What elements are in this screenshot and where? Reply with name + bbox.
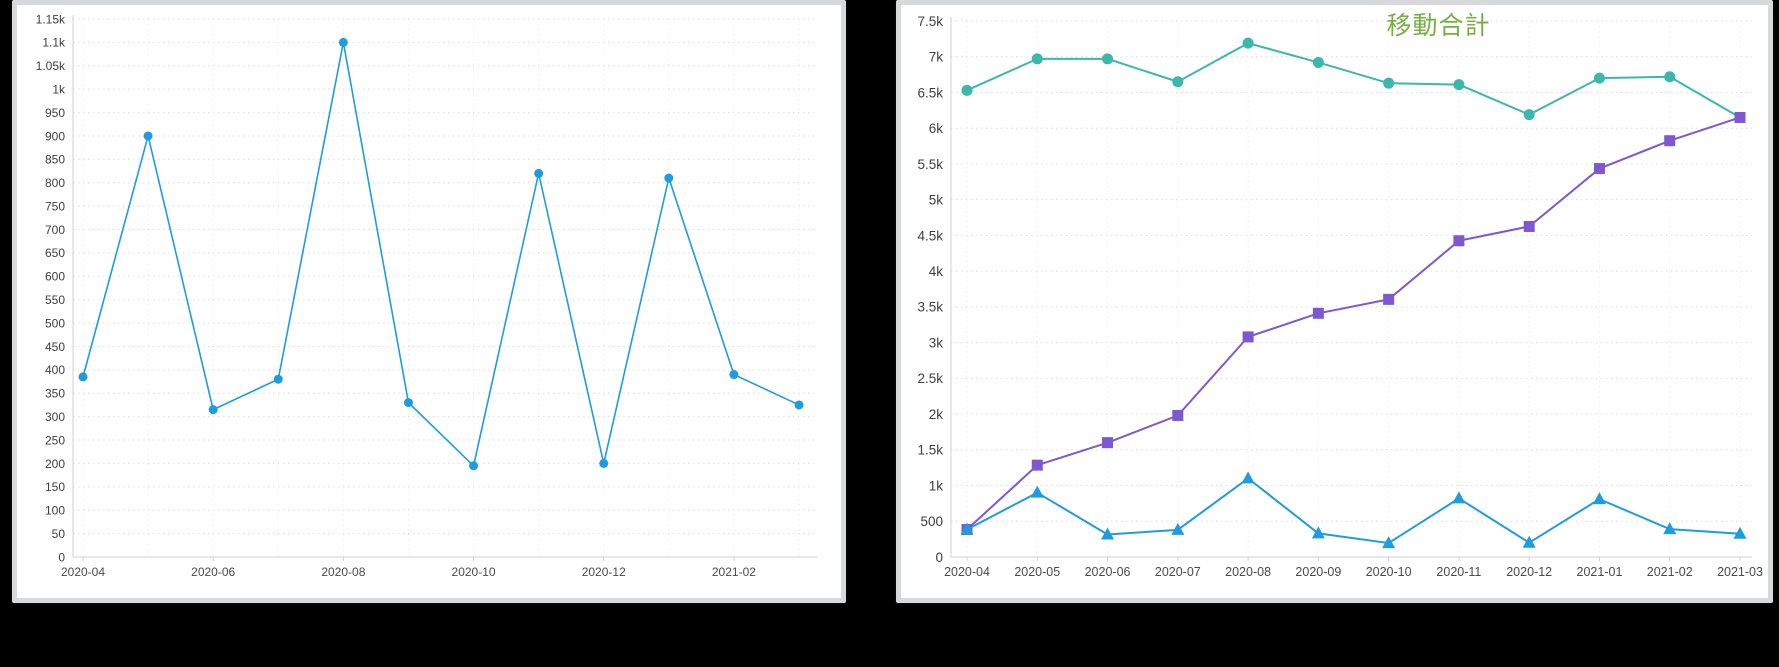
axes [72,15,817,558]
svg-text:1.15k: 1.15k [36,12,66,26]
svg-text:900: 900 [45,129,65,143]
svg-text:6k: 6k [929,121,944,136]
svg-text:2020-04: 2020-04 [944,565,990,579]
svg-text:2020-12: 2020-12 [1506,565,1552,579]
svg-text:2020-05: 2020-05 [1014,565,1060,579]
series-moving-total[interactable] [961,37,1746,123]
svg-text:600: 600 [45,270,65,284]
svg-text:500: 500 [45,316,65,330]
svg-text:2020-09: 2020-09 [1295,565,1341,579]
svg-text:1k: 1k [929,478,944,493]
y-axis-labels: 0 500 1k 1.5k 2k 2.5k 3k 3.5k 4k 4.5k 5k 5.5k 6k 6.5k… [917,14,943,565]
svg-text:2k: 2k [929,407,944,422]
svg-text:150: 150 [45,480,65,494]
monthly-chart-card: 0 50 100 150 200 250 300 350 400 450 500 550 600 650 7… [12,0,846,603]
svg-text:4k: 4k [929,264,944,279]
svg-text:2021-01: 2021-01 [1577,565,1623,579]
svg-text:5k: 5k [929,193,944,208]
svg-text:6.5k: 6.5k [917,85,943,100]
svg-text:350: 350 [45,387,65,401]
svg-text:300: 300 [45,410,65,424]
series-monthly-value[interactable] [960,471,1747,549]
svg-text:7k: 7k [929,50,944,65]
svg-text:5.5k: 5.5k [917,157,943,172]
svg-text:2020-04: 2020-04 [61,565,105,579]
vertical-gridlines [82,19,800,557]
x-axis-labels: 2020-04 2020-06 2020-08 2020-10 2020-12 2021-… [61,557,756,579]
chart-title: 移動合計 [1386,12,1491,40]
series-cumulative-total[interactable] [961,111,1746,535]
moving-total-line-chart[interactable]: 0 500 1k 1.5k 2k 2.5k 3k 3.5k 4k 4.5k 5k 5.5k 6k 6.5k… [901,5,1768,598]
horizontal-gridlines [951,20,1752,522]
horizontal-gridlines [73,18,817,535]
svg-text:200: 200 [45,457,65,471]
svg-text:2020-06: 2020-06 [191,565,235,579]
svg-text:950: 950 [45,106,65,120]
svg-text:750: 750 [45,199,65,213]
svg-text:700: 700 [45,223,65,237]
moving-total-chart-card: 0 500 1k 1.5k 2k 2.5k 3k 3.5k 4k 4.5k 5k 5.5k 6k 6.5k… [896,0,1773,603]
svg-text:2020-08: 2020-08 [1225,565,1271,579]
vertical-gridlines [966,21,1741,557]
svg-text:2020-10: 2020-10 [452,565,496,579]
series-monthly-value[interactable] [78,37,804,471]
monthly-line-chart[interactable]: 0 50 100 150 200 250 300 350 400 450 500 550 600 650 7… [17,5,841,598]
svg-text:4.5k: 4.5k [917,228,943,243]
svg-text:7.5k: 7.5k [917,14,943,29]
svg-text:0: 0 [58,550,65,564]
svg-text:650: 650 [45,246,65,260]
svg-text:2021-02: 2021-02 [1647,565,1693,579]
axes [950,17,1752,558]
svg-text:450: 450 [45,340,65,354]
svg-text:3.5k: 3.5k [917,300,943,315]
svg-text:850: 850 [45,153,65,167]
svg-text:800: 800 [45,176,65,190]
svg-text:250: 250 [45,433,65,447]
svg-text:50: 50 [52,527,66,541]
x-axis-labels: 2020-04 2020-05 2020-06 2020-07 2020-08 2020-… [944,557,1763,579]
svg-text:2020-12: 2020-12 [582,565,626,579]
svg-text:2020-10: 2020-10 [1366,565,1412,579]
svg-text:1k: 1k [52,82,66,96]
svg-text:1.05k: 1.05k [36,59,66,73]
svg-text:550: 550 [45,293,65,307]
svg-text:2.5k: 2.5k [917,371,943,386]
svg-text:1.1k: 1.1k [42,36,66,50]
svg-text:2020-07: 2020-07 [1155,565,1201,579]
svg-text:2021-03: 2021-03 [1717,565,1763,579]
svg-text:1.5k: 1.5k [917,443,943,458]
svg-text:3k: 3k [929,335,944,350]
svg-text:2020-08: 2020-08 [321,565,365,579]
svg-text:2020-11: 2020-11 [1436,565,1481,579]
svg-text:100: 100 [45,504,65,518]
svg-text:2020-06: 2020-06 [1085,565,1131,579]
svg-text:0: 0 [935,550,943,565]
svg-text:2021-02: 2021-02 [712,565,756,579]
svg-text:500: 500 [920,514,943,529]
svg-text:400: 400 [45,363,65,377]
y-axis-labels: 0 50 100 150 200 250 300 350 400 450 500 550 600 650 7… [36,12,66,564]
